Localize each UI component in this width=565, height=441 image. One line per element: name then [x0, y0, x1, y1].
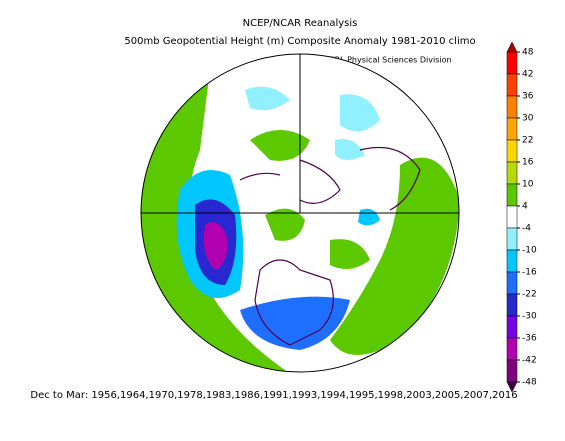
- colorbar-label: -30: [522, 312, 537, 322]
- colorbar-swatch: [506, 293, 518, 317]
- colorbar-swatch: [506, 139, 518, 163]
- colorbar-swatch: [506, 161, 518, 185]
- colorbar-swatch: [506, 359, 518, 383]
- map-border: [140, 53, 460, 373]
- colorbar-label: -42: [522, 356, 537, 366]
- colorbar-label: 36: [522, 92, 534, 102]
- colorbar-label: -22: [522, 290, 537, 300]
- colorbar-swatch: [506, 205, 518, 229]
- colorbar-swatch: [506, 51, 518, 75]
- colorbar-swatch: [506, 227, 518, 251]
- colorbar-swatch: [506, 95, 518, 119]
- title: NCEP/NCAR Reanalysis: [243, 18, 358, 29]
- colorbar-label: 48: [522, 48, 534, 58]
- colorbar-label: 42: [522, 70, 533, 80]
- credit: NOAA/ESRL Physical Sciences Division: [298, 56, 451, 65]
- colorbar-label: 4: [522, 202, 528, 212]
- colorbar-swatch: [506, 117, 518, 141]
- colorbar-label: 10: [522, 180, 534, 190]
- colorbar-label: 16: [522, 158, 534, 168]
- colorbar-label: 22: [522, 136, 533, 146]
- polar-map: [141, 54, 459, 372]
- subtitle: 500mb Geopotential Height (m) Composite …: [124, 36, 475, 47]
- colorbar-swatch: [506, 183, 518, 207]
- colorbar: 48 42 36 30 22 16 10 4 -4 -10 -16 -22 -30 -36 -42 -48: [506, 41, 537, 393]
- colorbar-label: -4: [522, 224, 531, 234]
- colorbar-label: -36: [522, 334, 537, 344]
- colorbar-end: [506, 41, 518, 53]
- colorbar-label: -16: [522, 268, 537, 278]
- colorbar-label: -48: [522, 378, 537, 388]
- colorbar-swatch: [506, 73, 518, 97]
- footer: Dec to Mar: 1956,1964,1970,1978,1983,198…: [30, 390, 517, 401]
- colorbar-swatch: [506, 337, 518, 361]
- colorbar-swatch: [506, 315, 518, 339]
- colorbar-swatch: [506, 271, 518, 295]
- colorbar-label: 30: [522, 114, 534, 124]
- colorbar-end: [506, 381, 518, 393]
- colorbar-label: -10: [522, 246, 537, 256]
- colorbar-swatch: [506, 249, 518, 273]
